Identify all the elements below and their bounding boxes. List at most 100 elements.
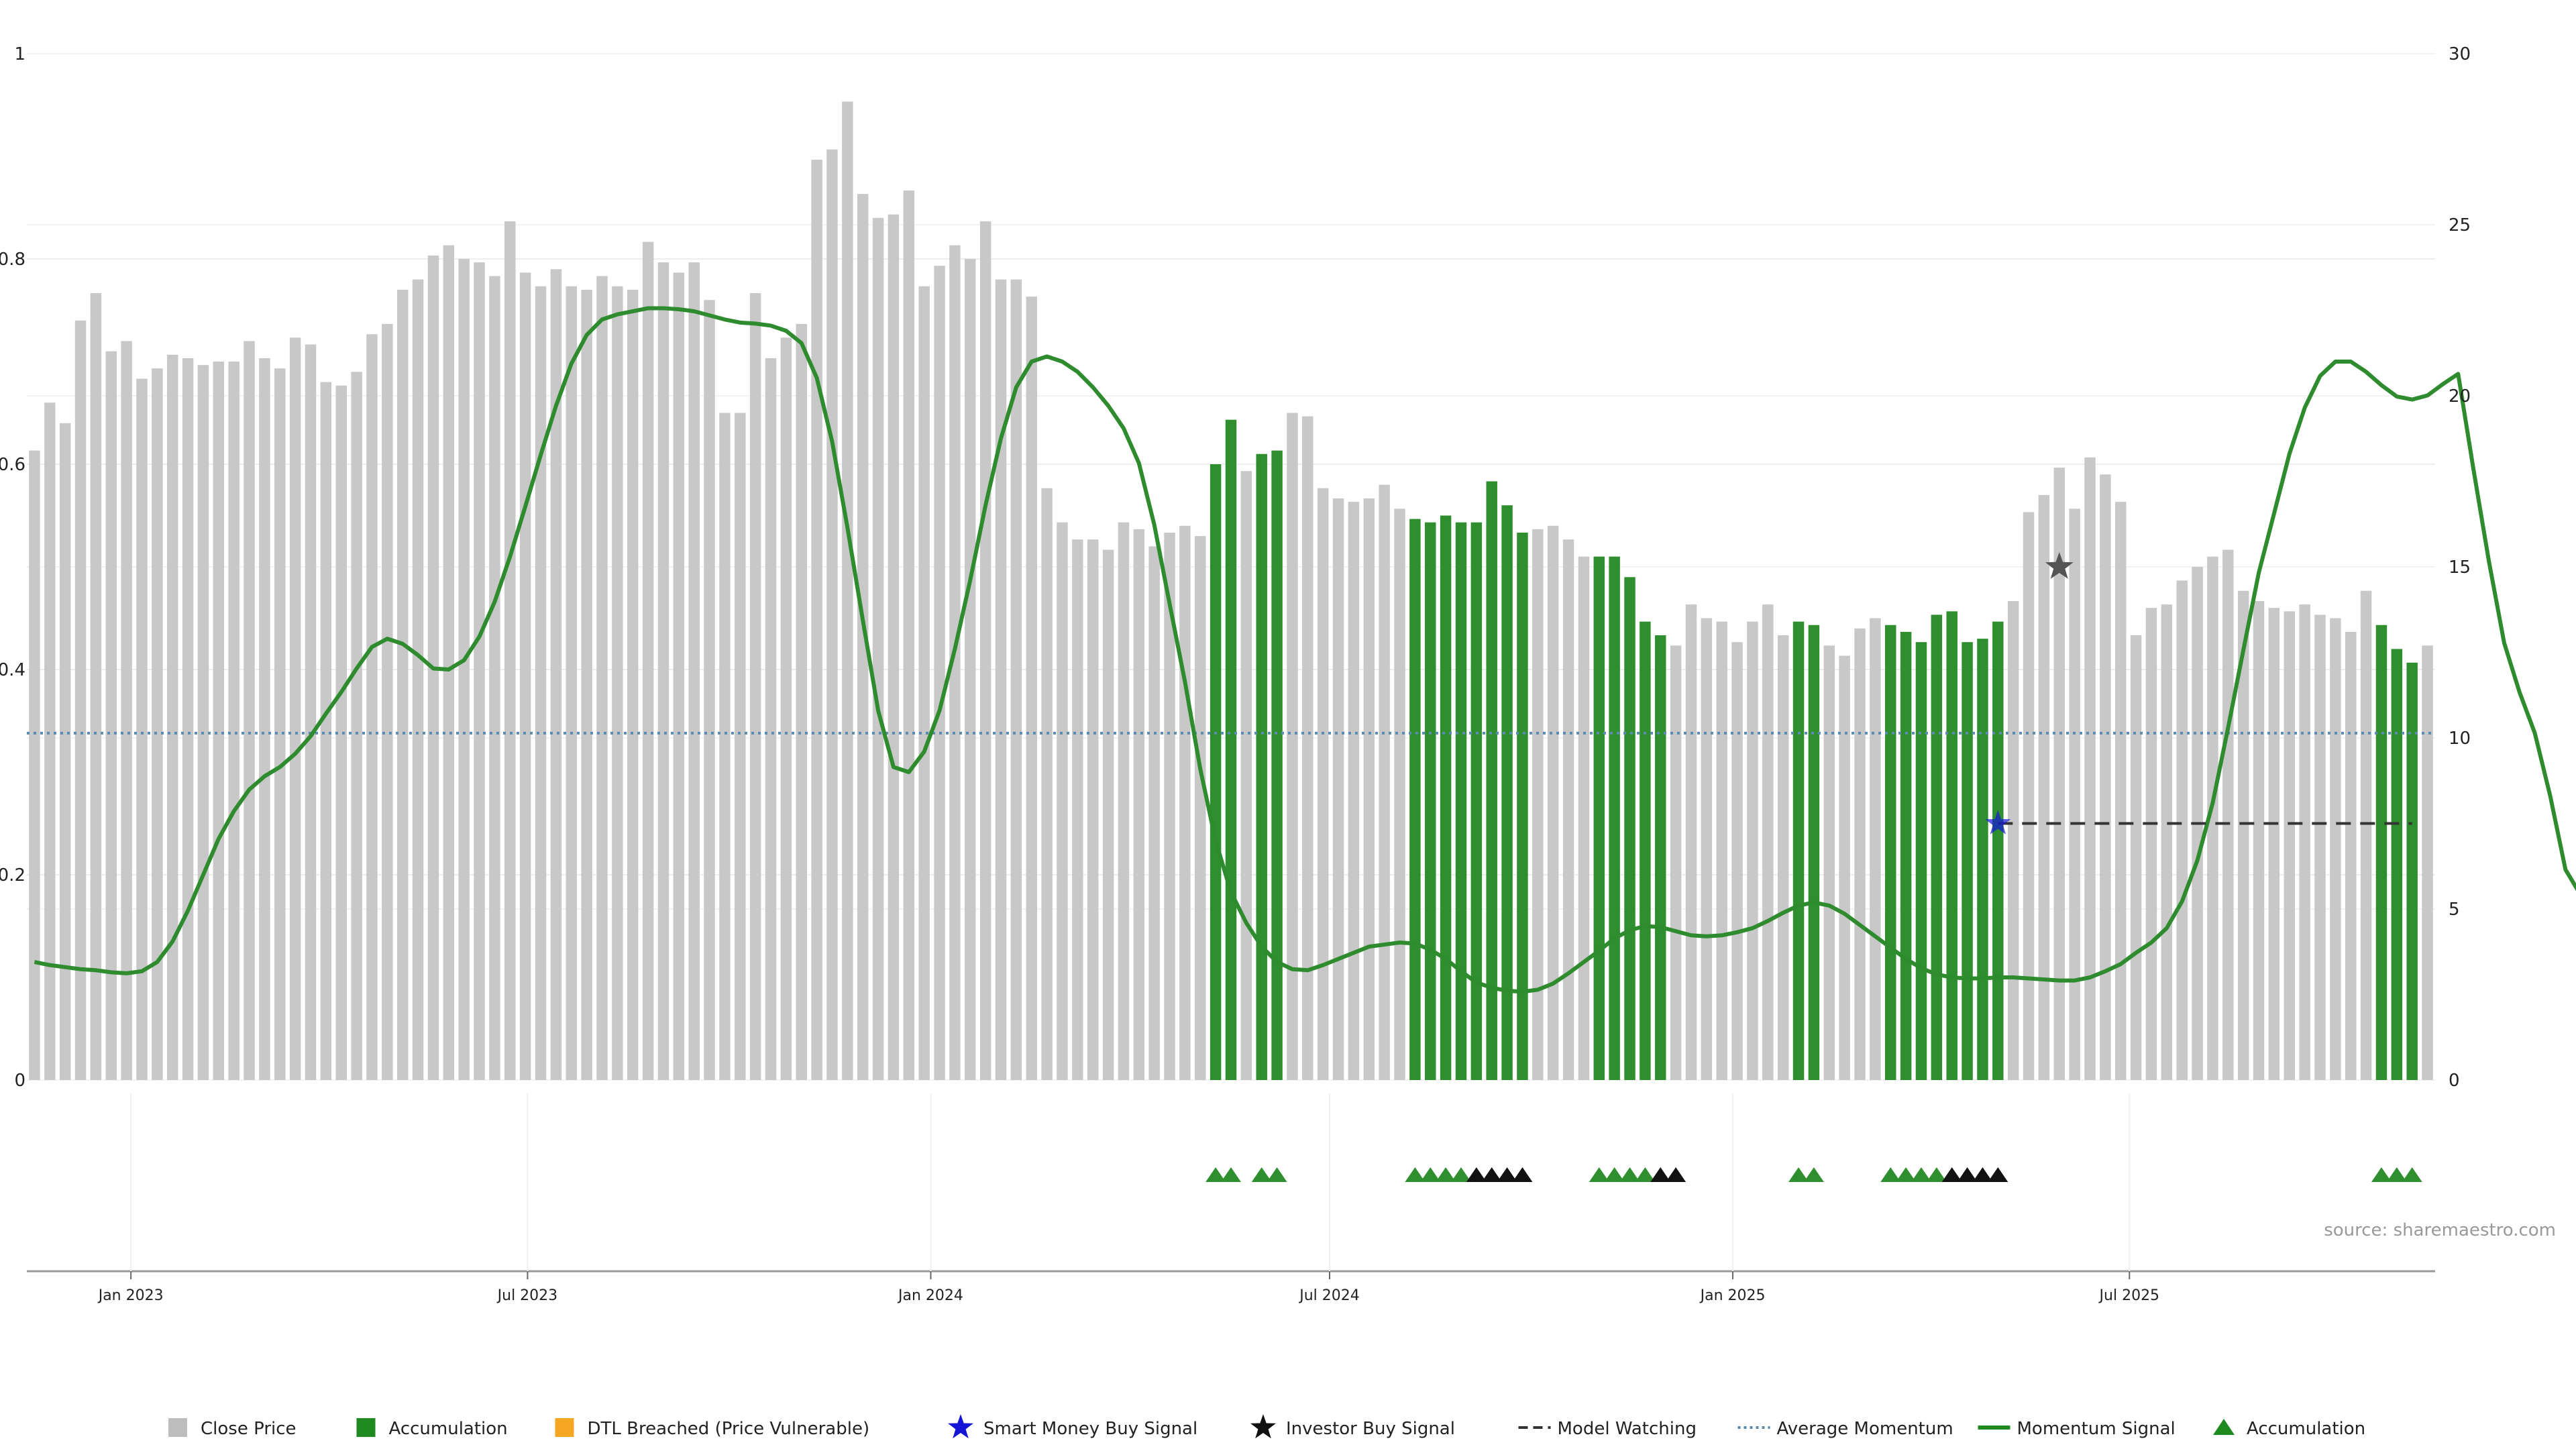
accumulation-triangle-dark bbox=[1466, 1167, 1487, 1182]
x-axis: Jan 2023 Jul 2023 Jan 2024 Jul 2024 Jan 2025… bbox=[97, 1093, 2159, 1304]
close-price-bar bbox=[1670, 645, 1682, 1080]
price-bars bbox=[29, 101, 2433, 1081]
close-price-bar bbox=[335, 385, 347, 1081]
close-price-bar bbox=[566, 286, 577, 1080]
close-price-bar bbox=[719, 413, 731, 1080]
close-price-bar bbox=[2161, 604, 2173, 1080]
accumulation-bar bbox=[1409, 519, 1421, 1080]
close-price-bar bbox=[213, 362, 225, 1080]
legend-item: Average Momentum bbox=[1737, 1419, 1953, 1439]
close-price-bar bbox=[274, 368, 286, 1081]
left-tick-label: 0.6 bbox=[0, 455, 25, 475]
close-price-bar bbox=[2100, 474, 2111, 1080]
close-price-bar bbox=[673, 272, 685, 1080]
legend-item: Accumulation bbox=[356, 1418, 508, 1439]
close-price-bar bbox=[504, 221, 516, 1080]
close-price-bar bbox=[1348, 502, 1360, 1080]
close-price-bar bbox=[289, 337, 301, 1080]
legend-label: Smart Money Buy Signal bbox=[983, 1419, 1197, 1439]
accumulation-triangle bbox=[1604, 1167, 1625, 1182]
close-price-bar bbox=[1302, 416, 1313, 1080]
accumulation-triangle bbox=[1420, 1167, 1441, 1182]
triangle-icon bbox=[2213, 1419, 2235, 1435]
source-label: source: sharemaestro.com bbox=[2324, 1220, 2556, 1240]
close-price-bar bbox=[1685, 604, 1697, 1080]
accumulation-bar bbox=[1210, 464, 1222, 1080]
close-price-bar bbox=[2176, 580, 2188, 1080]
accumulation-bar bbox=[1792, 621, 1805, 1080]
close-price-bar bbox=[581, 289, 592, 1080]
accumulation-bar bbox=[1977, 639, 1988, 1080]
close-price-bar bbox=[2253, 601, 2265, 1080]
accumulation-bar bbox=[1517, 533, 1528, 1080]
close-price-bar bbox=[965, 259, 976, 1080]
legend-item: Model Watching bbox=[1518, 1419, 1697, 1439]
close-price-bar bbox=[2115, 502, 2127, 1080]
legend-item: DTL Breached (Price Vulnerable) bbox=[555, 1418, 869, 1439]
close-price-bar bbox=[105, 351, 117, 1081]
close-price-bar bbox=[1102, 549, 1114, 1080]
close-price-bar bbox=[857, 194, 869, 1081]
close-price-bar bbox=[458, 259, 470, 1080]
close-price-bar bbox=[2422, 645, 2433, 1080]
close-price-bar bbox=[1547, 525, 1559, 1080]
close-price-bar bbox=[1578, 556, 1590, 1080]
close-price-bar bbox=[2053, 468, 2065, 1080]
x-tick-label: Jan 2023 bbox=[97, 1287, 164, 1304]
close-price-bar bbox=[382, 323, 393, 1080]
close-price-bar bbox=[396, 289, 409, 1080]
close-price-bar bbox=[1701, 618, 1713, 1080]
accumulation-triangle-dark bbox=[1988, 1167, 2008, 1182]
close-price-bar bbox=[2130, 635, 2142, 1080]
accumulation-triangle-dark bbox=[1497, 1167, 1517, 1182]
close-price-bar bbox=[1195, 536, 1206, 1080]
close-price-bar bbox=[842, 101, 853, 1080]
close-price-bar bbox=[765, 358, 777, 1080]
close-price-bar bbox=[1379, 484, 1390, 1080]
close-price-bar bbox=[1394, 508, 1405, 1080]
close-price-bar bbox=[1240, 471, 1252, 1080]
close-price-bar bbox=[826, 149, 838, 1080]
close-price-bar bbox=[489, 276, 500, 1080]
close-price-bar bbox=[1133, 529, 1145, 1080]
legend-label: Accumulation bbox=[2247, 1419, 2365, 1439]
accumulation-bar bbox=[1256, 453, 1267, 1080]
accumulation-triangle bbox=[1803, 1167, 1824, 1182]
close-price-bar bbox=[44, 402, 56, 1080]
close-price-bar bbox=[305, 344, 317, 1080]
close-price-bar bbox=[366, 334, 378, 1081]
close-price-bar bbox=[197, 365, 209, 1080]
close-price-bar bbox=[1716, 621, 1727, 1080]
accumulation-bar bbox=[1655, 635, 1666, 1080]
accumulation-triangle-dark bbox=[1650, 1167, 1671, 1182]
accumulation-bar bbox=[1640, 621, 1651, 1080]
close-price-bar bbox=[1164, 533, 1175, 1080]
close-price-bar bbox=[519, 272, 531, 1080]
close-price-bar bbox=[749, 293, 761, 1080]
close-price-bar bbox=[1087, 539, 1099, 1080]
accumulation-bar bbox=[1992, 621, 2004, 1080]
left-tick-label: 0.2 bbox=[0, 865, 25, 885]
square-icon bbox=[356, 1418, 376, 1437]
close-price-bar bbox=[2330, 618, 2341, 1080]
accumulation-bar bbox=[1900, 631, 1912, 1080]
accumulation-triangle bbox=[1405, 1167, 1426, 1182]
square-icon bbox=[555, 1418, 574, 1437]
momentum-signal-line bbox=[34, 306, 2576, 994]
accumulation-bar bbox=[2406, 662, 2418, 1080]
close-price-bar bbox=[2314, 614, 2326, 1080]
close-price-bar bbox=[1148, 546, 1160, 1080]
left-tick-label: 0.8 bbox=[0, 250, 25, 270]
legend-label: Accumulation bbox=[389, 1419, 508, 1439]
right-tick-label: 0 bbox=[2449, 1071, 2460, 1091]
right-tick-label: 5 bbox=[2449, 900, 2460, 920]
close-price-bar bbox=[1762, 604, 1774, 1080]
accumulation-triangle bbox=[1221, 1167, 1241, 1182]
close-price-bar bbox=[2207, 556, 2218, 1080]
close-price-bar bbox=[1041, 488, 1053, 1080]
close-price-bar bbox=[1118, 522, 1130, 1080]
left-tick-label: 0.4 bbox=[0, 660, 25, 680]
accumulation-triangle bbox=[1635, 1167, 1656, 1182]
close-price-bar bbox=[2299, 604, 2310, 1080]
accumulation-triangle bbox=[1880, 1167, 1901, 1182]
